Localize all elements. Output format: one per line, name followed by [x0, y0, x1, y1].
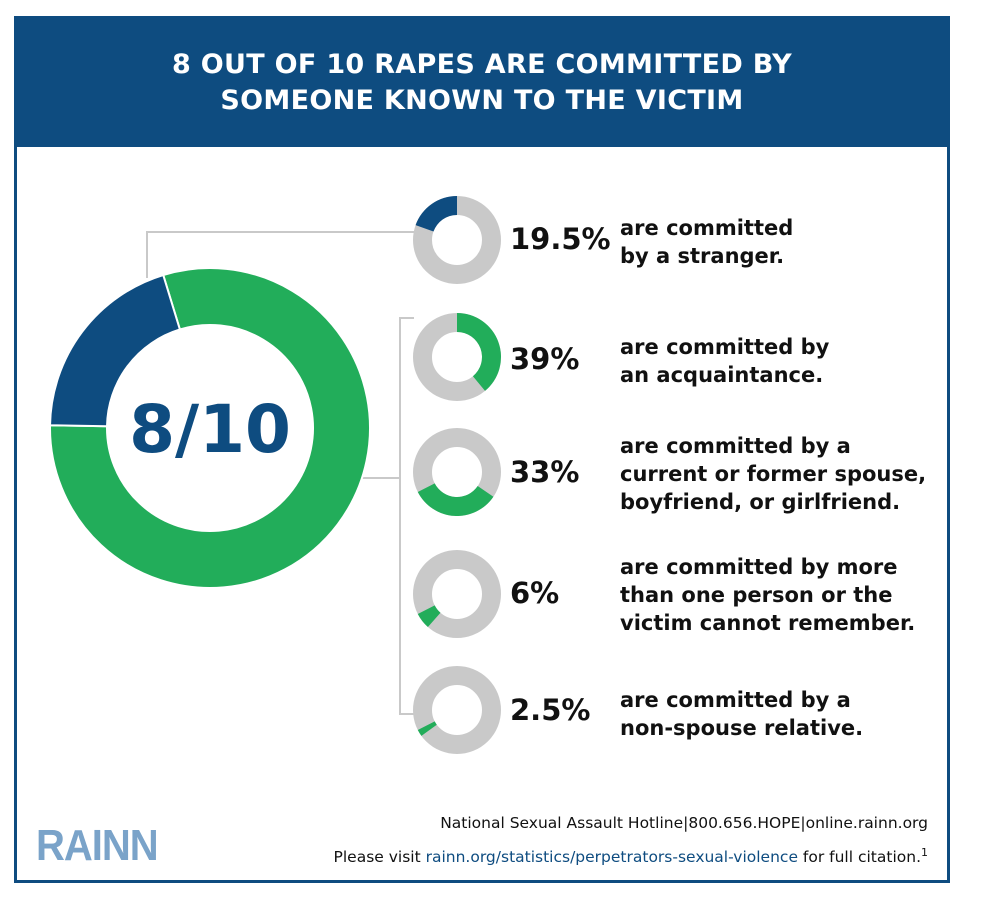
donut-track-relative — [413, 666, 501, 754]
desc-stranger: are committed by a stranger. — [620, 214, 950, 270]
desc-line: boyfriend, or girlfriend. — [620, 490, 901, 514]
hotline-line: National Sexual Assault Hotline|800.656.… — [440, 814, 928, 832]
big-donut-label: 8/10 — [129, 391, 291, 468]
pct-label-spouse: 33% — [510, 455, 580, 489]
pct-label-stranger: 19.5% — [510, 222, 611, 256]
footnote-marker: 1 — [921, 846, 928, 859]
pct-label-relative: 2.5% — [510, 693, 591, 727]
separator: | — [800, 814, 806, 832]
desc-multiple: are committed by more than one person or… — [620, 553, 950, 637]
desc-line: non-spouse relative. — [620, 716, 864, 740]
desc-line: an acquaintance. — [620, 363, 824, 387]
page-title: 8 OUT OF 10 RAPES ARE COMMITTED BY SOMEO… — [172, 47, 792, 119]
title-line-2: SOMEONE KNOWN TO THE VICTIM — [220, 85, 744, 116]
donut-slice-relative — [417, 721, 437, 736]
desc-line: than one person or the — [620, 583, 893, 607]
citation-link[interactable]: rainn.org/statistics/perpetrators-sexual… — [425, 848, 798, 867]
big-donut-known-slice — [49, 267, 371, 589]
hotline-label: National Sexual Assault Hotline — [440, 814, 684, 832]
desc-line: are committed by a — [620, 434, 851, 458]
citation-suffix: for full citation. — [797, 848, 921, 867]
donut-slice-spouse — [417, 483, 494, 516]
desc-relative: are committed by a non-spouse relative. — [620, 686, 950, 742]
desc-line: current or former spouse, — [620, 462, 927, 486]
desc-acquaintance: are committed by an acquaintance. — [620, 333, 950, 389]
connector-line-stranger — [146, 231, 414, 278]
donut-track-multiple — [413, 550, 501, 638]
rainn-logo: RAINN — [36, 822, 159, 870]
connector-bracket — [399, 317, 414, 715]
citation-prefix: Please visit — [333, 848, 426, 867]
desc-spouse: are committed by a current or former spo… — [620, 432, 950, 516]
separator: | — [683, 814, 689, 832]
desc-line: are committed by — [620, 335, 830, 359]
desc-line: are committed by a — [620, 688, 851, 712]
desc-line: are committed — [620, 216, 794, 240]
desc-line: are committed by more — [620, 555, 898, 579]
desc-line: victim cannot remember. — [620, 611, 916, 635]
big-donut-stranger-slice — [49, 273, 182, 428]
pct-label-multiple: 6% — [510, 576, 560, 610]
hotline-phone[interactable]: 800.656.HOPE — [688, 814, 801, 832]
citation-line: Please visit rainn.org/statistics/perpet… — [334, 846, 929, 866]
header-banner: 8 OUT OF 10 RAPES ARE COMMITTED BY SOMEO… — [17, 19, 947, 147]
desc-line: by a stranger. — [620, 244, 785, 268]
title-line-1: 8 OUT OF 10 RAPES ARE COMMITTED BY — [171, 49, 793, 80]
hotline-website[interactable]: online.rainn.org — [805, 814, 928, 832]
donut-slice-acquaintance — [457, 313, 501, 391]
pct-label-acquaintance: 39% — [510, 342, 580, 376]
donut-slice-multiple — [417, 605, 441, 628]
donut-slice-stranger — [415, 196, 457, 232]
